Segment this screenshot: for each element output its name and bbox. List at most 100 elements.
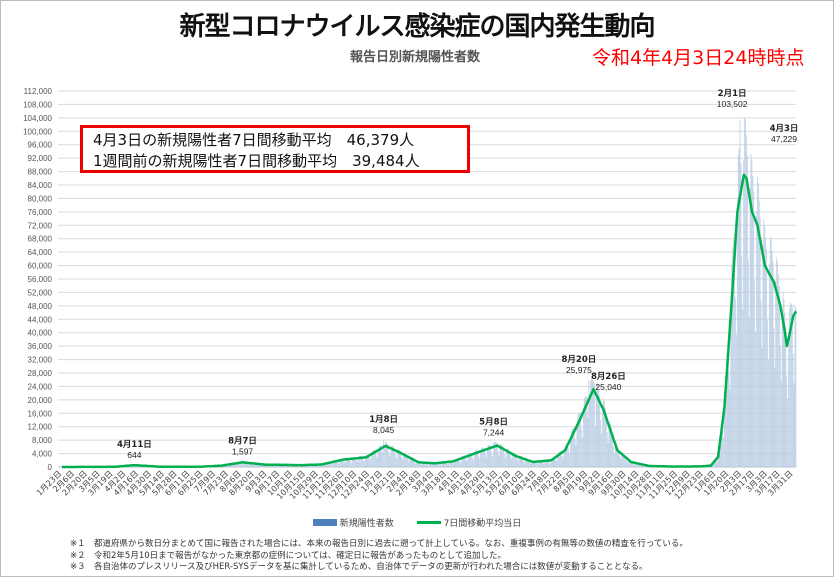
daily-bar bbox=[616, 446, 618, 467]
daily-bar bbox=[717, 456, 719, 467]
daily-bar bbox=[397, 448, 399, 467]
y-tick-label: 32,000 bbox=[28, 356, 53, 365]
daily-bar bbox=[462, 455, 464, 467]
daily-bar bbox=[456, 458, 458, 467]
daily-bar bbox=[363, 461, 365, 467]
daily-bar bbox=[461, 457, 462, 467]
annotation-value: 1,597 bbox=[232, 447, 254, 457]
daily-bar bbox=[521, 456, 523, 467]
daily-bar bbox=[595, 391, 597, 467]
y-tick-label: 40,000 bbox=[28, 329, 53, 338]
daily-bar bbox=[752, 176, 754, 467]
daily-bar bbox=[517, 461, 519, 467]
daily-bar bbox=[566, 443, 568, 467]
daily-bar bbox=[745, 119, 746, 467]
daily-bar bbox=[602, 405, 603, 467]
daily-bar bbox=[228, 465, 230, 467]
daily-bar bbox=[713, 460, 715, 467]
annotation-value: 103,502 bbox=[717, 99, 748, 109]
daily-bar bbox=[617, 448, 619, 467]
daily-bar bbox=[547, 459, 548, 467]
daily-bar bbox=[416, 461, 417, 467]
daily-bar bbox=[318, 465, 319, 467]
y-tick-label: 92,000 bbox=[28, 154, 53, 163]
daily-bar bbox=[544, 460, 546, 467]
daily-bar bbox=[530, 463, 532, 467]
daily-bar bbox=[494, 442, 495, 467]
annotation-value: 8,045 bbox=[373, 425, 395, 435]
daily-bar bbox=[634, 462, 635, 467]
daily-bar bbox=[560, 451, 562, 467]
daily-bar bbox=[380, 445, 382, 467]
daily-bar bbox=[367, 454, 369, 467]
daily-bar bbox=[408, 461, 410, 467]
daily-bar bbox=[539, 460, 541, 467]
daily-bar bbox=[604, 401, 605, 467]
daily-bar bbox=[240, 462, 241, 467]
daily-bar bbox=[255, 463, 257, 467]
daily-bar bbox=[573, 427, 575, 467]
daily-bar bbox=[627, 459, 629, 467]
daily-bar bbox=[611, 429, 613, 467]
y-tick-label: 52,000 bbox=[28, 288, 53, 297]
daily-bar bbox=[758, 200, 760, 467]
summary-line-current: 4月3日の新規陽性者7日間移動平均 46,379人 bbox=[93, 131, 415, 149]
daily-bar bbox=[239, 462, 241, 467]
daily-bar bbox=[384, 445, 385, 467]
daily-bar bbox=[559, 451, 560, 467]
as-of-timestamp: 令和4年4月3日24時時点 bbox=[592, 47, 805, 69]
daily-bar bbox=[550, 459, 552, 467]
daily-bar bbox=[576, 423, 578, 467]
daily-bar bbox=[593, 381, 594, 467]
daily-bar bbox=[445, 461, 447, 467]
daily-bar bbox=[633, 464, 635, 467]
daily-bar bbox=[788, 331, 789, 467]
daily-bar bbox=[751, 160, 753, 468]
daily-bar bbox=[353, 456, 355, 467]
daily-bar bbox=[391, 445, 393, 467]
daily-bar bbox=[478, 455, 480, 467]
daily-bar bbox=[494, 441, 496, 467]
daily-bar bbox=[461, 456, 463, 467]
daily-bar bbox=[440, 464, 442, 467]
legend-line-swatch bbox=[416, 521, 441, 524]
daily-bar bbox=[609, 421, 611, 467]
daily-bar bbox=[357, 462, 359, 467]
daily-bar bbox=[411, 457, 413, 467]
daily-bar bbox=[496, 443, 498, 467]
daily-bar bbox=[471, 453, 472, 467]
daily-bar bbox=[414, 462, 416, 467]
daily-bar bbox=[482, 447, 483, 467]
annotation-date: 4月11日 bbox=[117, 440, 152, 450]
daily-bar bbox=[508, 450, 510, 467]
daily-bar bbox=[370, 460, 372, 467]
daily-bar bbox=[401, 457, 403, 467]
daily-bar bbox=[235, 464, 237, 467]
daily-bar bbox=[507, 448, 509, 467]
daily-bar bbox=[378, 446, 380, 467]
footnote-mark: ※１ bbox=[70, 539, 86, 549]
daily-bar bbox=[388, 452, 390, 467]
daily-bar bbox=[769, 237, 771, 467]
daily-bar bbox=[582, 437, 583, 467]
daily-bar bbox=[631, 461, 633, 467]
daily-bar bbox=[726, 351, 728, 467]
daily-bar bbox=[489, 445, 491, 467]
y-tick-label: 12,000 bbox=[28, 423, 53, 432]
daily-bar bbox=[450, 460, 452, 467]
daily-bar bbox=[331, 464, 333, 467]
daily-bar bbox=[334, 460, 336, 467]
daily-bar bbox=[537, 463, 538, 467]
daily-bar bbox=[490, 445, 492, 467]
daily-bar bbox=[762, 244, 764, 467]
daily-bar bbox=[407, 459, 409, 467]
y-tick-label: 36,000 bbox=[28, 342, 53, 351]
daily-bar bbox=[420, 463, 422, 467]
daily-bar bbox=[429, 462, 430, 467]
daily-bar bbox=[435, 463, 437, 467]
daily-bar bbox=[615, 443, 617, 467]
daily-bar bbox=[772, 262, 774, 467]
legend-line-label: 7日間移動平均当日 bbox=[443, 519, 522, 529]
daily-bar bbox=[480, 450, 482, 467]
